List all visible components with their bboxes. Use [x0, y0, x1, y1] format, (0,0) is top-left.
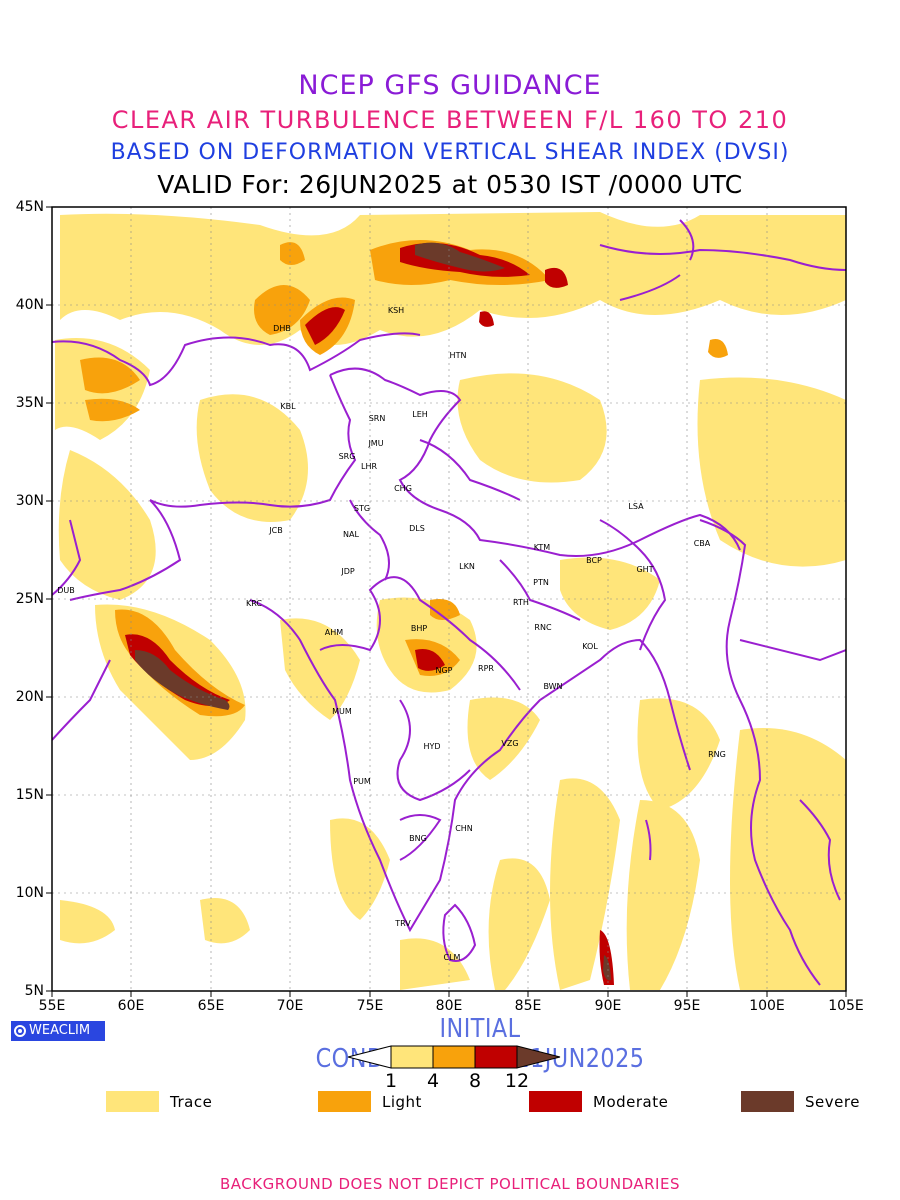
legend-swatch-moderate [529, 1091, 582, 1112]
map-field: KSH HTN DHB KBL SRN LEH JMU SRG LHR CHG STG DLS JCB N… [52, 207, 846, 991]
axis-ticks [46, 206, 847, 997]
station-label-ksh: KSH [388, 306, 404, 315]
station-label-chn: CHN [455, 824, 473, 833]
station-label-lkn: LKN [459, 562, 475, 571]
station-label-srg: SRG [339, 452, 356, 461]
legend-severe: Severe [741, 1091, 860, 1112]
station-label-stg: STG [354, 504, 370, 513]
lat-label-45n: 45N [15, 199, 44, 215]
lat-label-30n: 30N [15, 493, 44, 509]
station-label-cba: CBA [694, 539, 711, 548]
legend-swatch-light [318, 1091, 371, 1112]
station-label-rnc: RNC [534, 623, 552, 632]
legend-label-trace: Trace [170, 1092, 213, 1111]
colorbar-tick-8: 8 [468, 1070, 482, 1092]
station-label-lsa: LSA [628, 502, 644, 511]
station-label-jcb: JCB [268, 526, 282, 535]
station-label-trv: TRV [394, 919, 411, 928]
legend-label-severe: Severe [805, 1092, 860, 1111]
lat-label-15n: 15N [15, 787, 44, 803]
lon-label-90e: 90E [594, 998, 622, 1014]
legend-swatch-severe [741, 1091, 794, 1112]
legend-label-light: Light [382, 1092, 422, 1111]
lat-label-40n: 40N [15, 297, 44, 313]
station-label-dls: DLS [409, 524, 425, 533]
initial-conditions: INITIAL CONDITIONS:00Z21JUN2025 [315, 1014, 645, 1074]
station-label-kol: KOL [582, 642, 598, 651]
station-label-jmu: JMU [367, 439, 383, 448]
station-label-ngp: NGP [435, 666, 452, 675]
station-label-lhr: LHR [361, 462, 377, 471]
station-label-rth: RTH [513, 598, 529, 607]
station-label-mum: MUM [332, 707, 352, 716]
station-label-clm: CLM [444, 953, 461, 962]
station-label-srn: SRN [369, 414, 386, 423]
station-labels: KSH HTN DHB KBL SRN LEH JMU SRG LHR CHG STG DLS JCB N… [57, 306, 726, 962]
station-label-bhp: BHP [411, 624, 428, 633]
lon-label-100e: 100E [749, 998, 785, 1014]
station-label-ght: GHT [636, 565, 653, 574]
lon-label-85e: 85E [514, 998, 542, 1014]
lon-label-105e: 105E [828, 998, 864, 1014]
brand-label: WEACLIM [29, 1023, 91, 1038]
lat-label-20n: 20N [15, 689, 44, 705]
station-label-krc: KRC [246, 599, 262, 608]
station-label-bcp: BCP [586, 556, 602, 565]
lat-label-25n: 25N [15, 591, 44, 607]
station-label-ptn: PTN [533, 578, 549, 587]
lon-label-55e: 55E [38, 998, 66, 1014]
legend-moderate: Moderate [529, 1091, 668, 1112]
lon-label-65e: 65E [197, 998, 225, 1014]
station-label-hyd: HYD [423, 742, 440, 751]
station-label-rng: RNG [708, 750, 726, 759]
station-label-chg: CHG [394, 484, 412, 493]
valid-time: VALID For: 26JUN2025 at 0530 IST /0000 U… [157, 170, 743, 199]
station-label-leh: LEH [412, 410, 428, 419]
station-label-dub: DUB [57, 586, 75, 595]
lat-label-10n: 10N [15, 885, 44, 901]
legend-light: Light [318, 1091, 422, 1112]
station-label-kbl: KBL [280, 402, 296, 411]
legend-trace: Trace [106, 1091, 212, 1112]
station-label-dhb: DHB [273, 324, 291, 333]
station-label-bwn: BWN [543, 682, 562, 691]
severe-areas [135, 242, 611, 981]
legend-swatch-trace [106, 1091, 159, 1112]
lat-label-35n: 35N [15, 395, 44, 411]
station-label-nal: NAL [343, 530, 359, 539]
station-label-vzg: VZG [501, 739, 518, 748]
footer-disclaimer: BACKGROUND DOES NOT DEPICT POLITICAL BOU… [220, 1175, 680, 1193]
colorbar-tick-1: 1 [384, 1070, 398, 1092]
lat-label-5n: 5N [24, 983, 44, 999]
graticule [52, 207, 846, 991]
map-subtitle-turbulence: CLEAR AIR TURBULENCE BETWEEN F/L 160 TO … [111, 106, 789, 134]
lon-label-75e: 75E [356, 998, 384, 1014]
legend-label-moderate: Moderate [593, 1092, 669, 1111]
lon-label-95e: 95E [673, 998, 701, 1014]
station-label-bng: BNG [409, 834, 427, 843]
station-label-ktm: KTM [534, 543, 551, 552]
globe-icon [14, 1025, 26, 1037]
station-label-jdp: JDP [340, 567, 355, 576]
map-subtitle-index: BASED ON DEFORMATION VERTICAL SHEAR INDE… [110, 140, 790, 165]
station-label-ahm: AHM [325, 628, 343, 637]
station-label-rpr: RPR [478, 664, 494, 673]
station-label-pum: PUM [353, 777, 371, 786]
station-label-htn: HTN [450, 351, 467, 360]
lon-label-70e: 70E [276, 998, 304, 1014]
lon-label-80e: 80E [435, 998, 463, 1014]
lon-label-60e: 60E [117, 998, 145, 1014]
boundary-lines [52, 219, 846, 986]
colorbar-tick-12: 12 [504, 1070, 530, 1092]
weaclim-logo: WEACLIM [11, 1021, 105, 1041]
colorbar-tick-4: 4 [426, 1070, 440, 1092]
map-title: NCEP GFS GUIDANCE [298, 70, 602, 101]
